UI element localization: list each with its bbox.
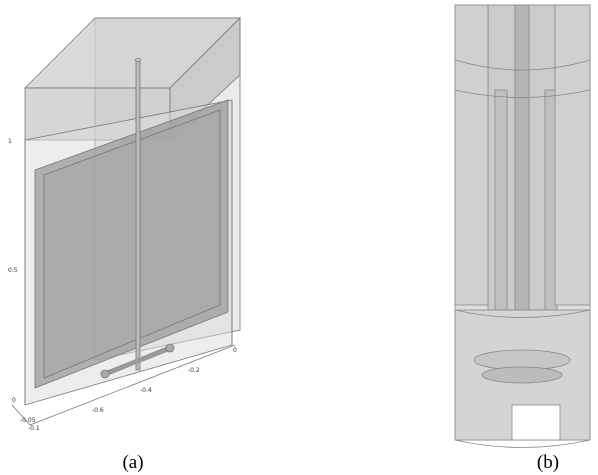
caption: (a) <box>122 452 143 473</box>
tick-label: -0.05 <box>20 417 36 424</box>
tick-label: -0.4 <box>140 387 152 394</box>
tick-label: 1 <box>8 138 12 145</box>
tick-label: -0.1 <box>28 425 40 432</box>
tick-label: 0 <box>12 397 16 404</box>
caption: (b) <box>537 452 559 473</box>
tick-label: -0.2 <box>188 367 200 374</box>
tick-label: 0 <box>233 347 237 354</box>
figure: 1 0.5 0 -0.05 -0.1 -0.6 -0.4 -0.2 0 (a) … <box>0 0 598 475</box>
tick-label: 0.5 <box>8 267 18 274</box>
panel-a-render <box>12 18 240 425</box>
tick-label: -0.6 <box>92 407 104 414</box>
panel-b-render <box>455 5 590 448</box>
